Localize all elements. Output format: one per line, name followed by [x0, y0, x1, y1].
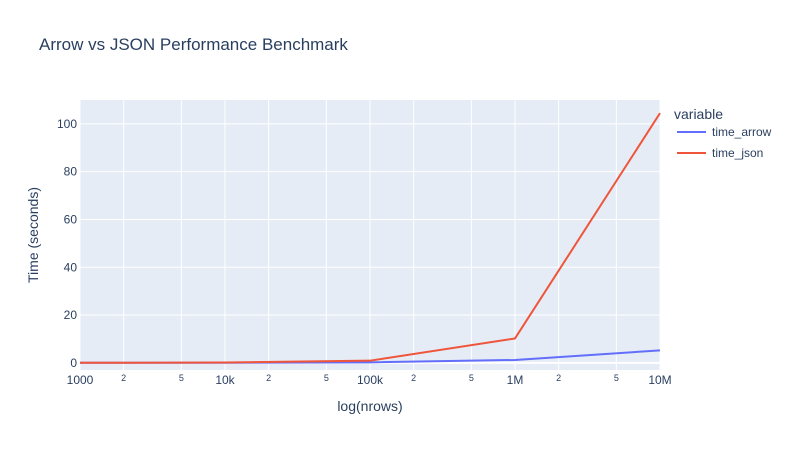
x-minor-tick-label: 5 [614, 373, 619, 383]
legend-title: variable [674, 106, 723, 122]
x-tick-label: 1M [507, 373, 524, 387]
y-axis-label: Time (seconds) [25, 187, 41, 283]
x-minor-tick-label: 2 [266, 373, 271, 383]
y-tick-label: 60 [64, 212, 78, 226]
x-axis-label: log(nrows) [337, 398, 402, 414]
y-tick-label: 0 [70, 356, 77, 370]
y-tick-label: 40 [64, 260, 78, 274]
x-minor-tick-label: 5 [324, 373, 329, 383]
x-tick-label: 100k [357, 373, 384, 387]
y-tick-label: 100 [57, 117, 77, 131]
x-tick-label: 1000 [67, 373, 94, 387]
y-tick-label: 80 [64, 165, 78, 179]
legend-label-time-arrow[interactable]: time_arrow [712, 125, 772, 139]
x-tick-label: 10k [215, 373, 235, 387]
legend-label-time-json[interactable]: time_json [712, 146, 763, 160]
axis-ticks: 1000 10k 100k 1M 10M 2 5 2 5 2 5 2 5 0 20 40 60 80 100 [57, 117, 672, 387]
y-tick-label: 20 [64, 308, 78, 322]
series-line-time-json[interactable] [79, 112, 661, 364]
legend[interactable]: variable time_arrow time_json [674, 106, 772, 160]
chart-title: Arrow vs JSON Performance Benchmark [39, 35, 348, 54]
x-minor-tick-label: 2 [121, 373, 126, 383]
x-tick-label: 10M [648, 373, 671, 387]
x-minor-tick-label: 5 [179, 373, 184, 383]
x-minor-tick-label: 2 [556, 373, 561, 383]
x-minor-tick-label: 2 [411, 373, 416, 383]
series-lines[interactable] [79, 112, 661, 364]
x-minor-tick-label: 5 [469, 373, 474, 383]
